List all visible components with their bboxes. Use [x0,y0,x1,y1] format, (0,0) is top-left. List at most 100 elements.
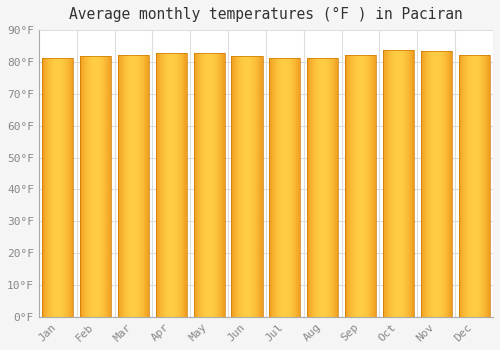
Bar [168,53,169,317]
Bar [477,55,478,317]
Bar [362,55,363,317]
Bar [333,58,334,317]
Bar [294,58,295,317]
Bar [421,51,422,317]
Bar [311,58,312,317]
Bar [122,55,124,317]
Bar [270,58,300,317]
Bar [141,55,142,317]
Bar [126,55,127,317]
Bar [261,56,262,317]
Bar [460,55,461,317]
Bar [144,55,145,317]
Bar [87,56,88,317]
Bar [355,55,356,317]
Bar [159,53,160,317]
Bar [131,55,132,317]
Bar [353,55,354,317]
Bar [145,55,146,317]
Bar [384,50,385,317]
Bar [218,53,219,317]
Bar [60,58,61,317]
Bar [57,58,58,317]
Bar [335,58,336,317]
Bar [94,56,95,317]
Bar [256,56,257,317]
Bar [406,50,407,317]
Bar [363,55,364,317]
Bar [134,55,135,317]
Bar [393,50,394,317]
Bar [346,55,348,317]
Bar [358,55,359,317]
Bar [280,58,281,317]
Bar [276,58,277,317]
Bar [349,55,350,317]
Bar [252,56,253,317]
Bar [423,51,424,317]
Bar [236,56,237,317]
Bar [466,55,467,317]
Bar [386,50,387,317]
Bar [388,50,389,317]
Bar [288,58,290,317]
Bar [64,58,66,317]
Bar [345,55,346,317]
Bar [352,55,353,317]
Bar [410,50,411,317]
Bar [47,58,48,317]
Bar [320,58,321,317]
Bar [174,53,175,317]
Bar [220,53,221,317]
Bar [278,58,280,317]
Bar [434,51,436,317]
Bar [169,53,170,317]
Bar [129,55,130,317]
Bar [271,58,272,317]
Bar [212,53,213,317]
Bar [209,53,210,317]
Bar [247,56,248,317]
Bar [43,58,44,317]
Bar [331,58,332,317]
Bar [366,55,367,317]
Bar [448,51,450,317]
Bar [135,55,136,317]
Bar [422,51,423,317]
Bar [72,58,74,317]
Bar [484,55,485,317]
Bar [444,51,445,317]
Bar [101,56,102,317]
Bar [173,53,174,317]
Bar [260,56,261,317]
Bar [156,53,158,317]
Bar [411,50,412,317]
Bar [359,55,360,317]
Bar [482,55,484,317]
Bar [62,58,63,317]
Bar [427,51,428,317]
Bar [277,58,278,317]
Bar [253,56,254,317]
Bar [478,55,479,317]
Bar [404,50,406,317]
Bar [138,55,139,317]
Bar [204,53,206,317]
Bar [84,56,86,317]
Bar [474,55,475,317]
Bar [243,56,244,317]
Bar [80,56,111,317]
Bar [178,53,179,317]
Bar [299,58,300,317]
Bar [286,58,287,317]
Bar [328,58,329,317]
Bar [58,58,59,317]
Bar [109,56,110,317]
Bar [407,50,408,317]
Bar [108,56,109,317]
Bar [472,55,474,317]
Bar [336,58,338,317]
Bar [63,58,64,317]
Bar [241,56,242,317]
Bar [67,58,68,317]
